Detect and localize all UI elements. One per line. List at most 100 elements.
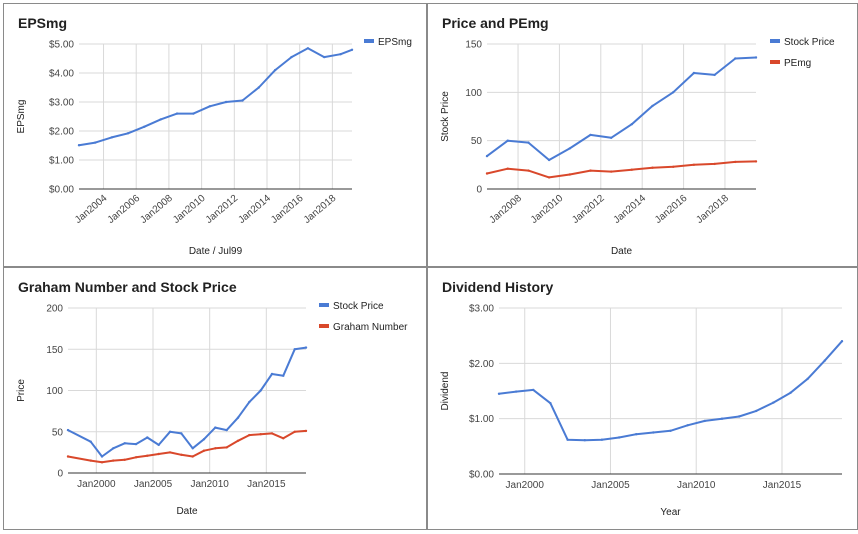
x-axis-title: Year <box>660 507 681 518</box>
data-point <box>506 167 509 170</box>
data-point <box>547 158 551 162</box>
data-point <box>547 176 551 179</box>
y-tick-label: 50 <box>52 427 64 438</box>
data-point <box>159 118 162 121</box>
data-point <box>568 173 571 176</box>
data-point <box>823 359 826 362</box>
data-point <box>306 47 310 50</box>
data-point <box>274 68 277 72</box>
y-tick-label: $0.00 <box>49 185 74 196</box>
data-point <box>241 99 244 102</box>
data-point <box>304 346 308 349</box>
data-point <box>672 91 675 94</box>
data-point <box>485 154 489 158</box>
data-point <box>89 440 92 443</box>
data-point <box>532 388 535 392</box>
x-tick-label: Jan2006 <box>106 193 143 226</box>
data-point <box>259 433 262 436</box>
data-point <box>734 160 737 164</box>
data-point <box>755 409 758 413</box>
data-point <box>100 461 104 464</box>
chart-title: Price and PEmg <box>442 15 549 31</box>
series-line-0 <box>67 346 307 458</box>
data-point <box>202 438 206 441</box>
data-point <box>610 170 613 173</box>
data-point <box>806 377 809 380</box>
data-point <box>692 163 696 166</box>
data-point <box>214 426 217 429</box>
legend-swatch <box>319 324 329 328</box>
data-point <box>248 433 251 437</box>
data-point <box>192 112 195 115</box>
x-tick-label: Jan2010 <box>171 193 208 226</box>
data-point <box>214 447 217 450</box>
chart-title: Graham Number and Stock Price <box>18 279 237 295</box>
y-tick-label: $2.00 <box>49 127 74 138</box>
x-tick-label: Jan2010 <box>677 480 716 491</box>
data-point <box>126 132 130 135</box>
series-line-0 <box>486 56 757 161</box>
data-point <box>497 392 501 395</box>
data-point <box>737 415 741 418</box>
data-point <box>236 439 240 442</box>
data-point <box>566 438 569 441</box>
data-point <box>157 443 160 447</box>
eps-chart-panel: EPSmg $0.00 $1.00 $2.00 $3.00 $4.00 $5.00 Jan20… <box>3 3 427 267</box>
x-tick-label: Jan2015 <box>247 479 286 490</box>
data-point <box>100 455 104 458</box>
y-axis-title: Stock Price <box>440 91 451 142</box>
data-point <box>225 428 228 432</box>
data-point <box>208 105 211 108</box>
data-point <box>651 166 654 169</box>
data-point <box>282 374 285 377</box>
data-point <box>180 432 183 435</box>
chart-title: Dividend History <box>442 279 553 295</box>
x-tick-label: Jan2005 <box>591 480 630 491</box>
x-tick-label: Jan2014 <box>612 193 649 226</box>
x-tick-label: Jan2015 <box>763 480 802 491</box>
data-point <box>123 458 126 461</box>
data-point <box>236 416 240 419</box>
x-axis-title: Date / Jul99 <box>189 246 243 257</box>
data-point <box>589 133 592 137</box>
y-tick-label: 150 <box>465 40 482 51</box>
y-tick-label: $5.00 <box>49 40 74 51</box>
data-point <box>617 436 621 439</box>
data-point <box>134 456 138 459</box>
dividend-chart-panel: Dividend History $0.00 $1.00 $2.00 $3.00 Jan2… <box>427 267 858 530</box>
data-point <box>110 136 113 139</box>
chart-title: EPSmg <box>18 15 67 31</box>
data-point <box>339 53 342 56</box>
data-point <box>772 401 775 404</box>
legend-label: Stock Price <box>784 37 835 48</box>
data-point <box>713 73 716 77</box>
data-point <box>66 428 70 432</box>
series-line-1 <box>67 429 307 464</box>
legend-label: Graham Number <box>333 322 408 333</box>
data-point <box>282 437 285 440</box>
series-line-0 <box>498 340 843 442</box>
x-axis-title: Date <box>611 246 633 257</box>
x-tick-label: Jan2000 <box>506 480 545 491</box>
data-point <box>568 147 571 150</box>
data-point <box>635 433 638 436</box>
legend-label: EPSmg <box>378 37 412 48</box>
dividend-chart: Dividend History $0.00 $1.00 $2.00 $3.00 Jan2… <box>440 279 844 518</box>
x-tick-label: Jan2012 <box>570 193 607 226</box>
data-point <box>112 447 115 450</box>
data-point <box>112 459 115 462</box>
graham-chart-panel: Graham Number and Stock Price 0 50 100 150 20… <box>3 267 427 530</box>
y-tick-label: 100 <box>465 88 482 99</box>
data-point <box>754 160 758 163</box>
data-point <box>225 446 228 449</box>
x-tick-label: Jan2014 <box>236 193 273 226</box>
graham-chart: Graham Number and Stock Price 0 50 100 150 20… <box>16 279 408 517</box>
data-point <box>191 455 194 458</box>
data-point <box>350 48 354 51</box>
data-point <box>134 442 138 446</box>
data-point <box>589 169 592 172</box>
data-point <box>630 123 633 126</box>
data-point <box>270 372 274 376</box>
data-point <box>703 419 706 423</box>
